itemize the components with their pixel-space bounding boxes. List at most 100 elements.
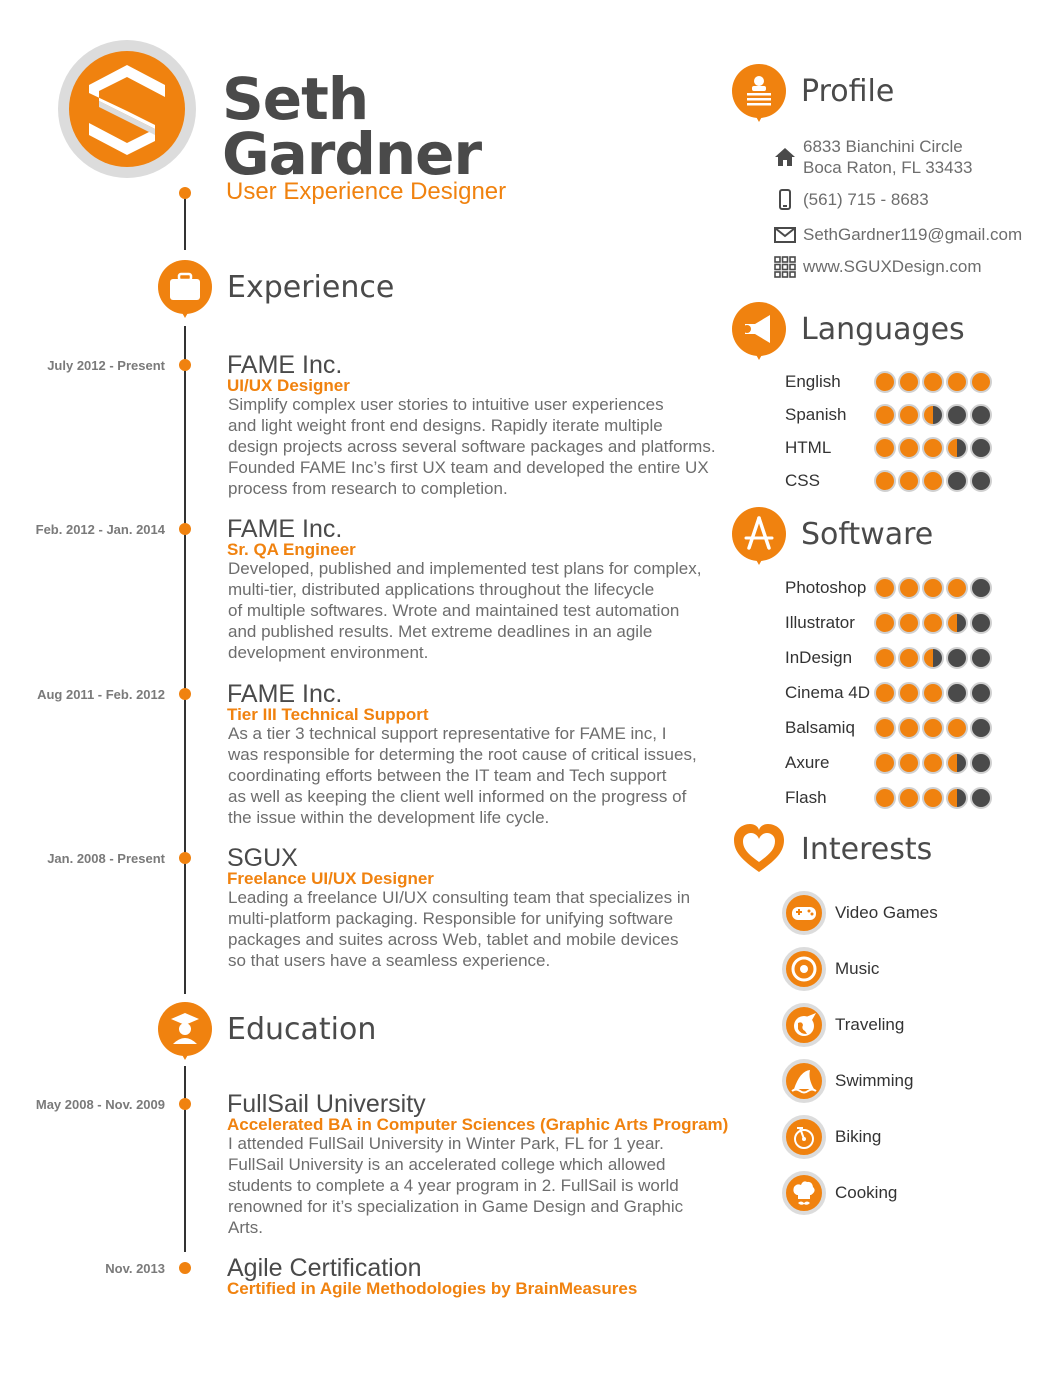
rating-dot — [946, 437, 968, 459]
rating-dot — [874, 612, 896, 634]
job-role: Sr. QA Engineer — [227, 540, 356, 559]
rating-dot — [898, 577, 920, 599]
rating-dot — [970, 647, 992, 669]
language-rating — [874, 371, 992, 393]
edu-degree: Certified in Agile Methodologies by Brai… — [227, 1279, 638, 1298]
rating-dot — [946, 647, 968, 669]
software-rating — [874, 647, 992, 669]
rating-dot — [922, 612, 944, 634]
job-description: As a tier 3 technical support representa… — [228, 724, 697, 827]
job-role: UI/UX Designer — [227, 376, 350, 395]
software-rating — [874, 577, 992, 599]
rating-dot — [874, 371, 896, 393]
rating-dot — [898, 437, 920, 459]
globe-plane-icon — [782, 1003, 826, 1047]
interest-label: Video Games — [835, 903, 938, 922]
job-description: Leading a freelance UI/UX consulting tea… — [228, 888, 691, 970]
phone-icon — [774, 189, 796, 211]
job-company: SGUX — [227, 844, 298, 872]
section-title-experience: Experience — [227, 270, 395, 305]
phone[interactable]: (561) 715 - 8683 — [803, 190, 929, 209]
rating-dot — [922, 752, 944, 774]
rating-dot — [874, 787, 896, 809]
timeline-line — [184, 326, 186, 994]
job-date: Aug 2011 - Feb. 2012 — [37, 687, 165, 702]
job-date: Jan. 2008 - Present — [47, 851, 165, 866]
language-label: CSS — [785, 471, 820, 490]
rating-dot — [922, 717, 944, 739]
rating-dot — [898, 717, 920, 739]
rating-dot — [946, 612, 968, 634]
briefcase-icon — [158, 260, 212, 318]
rating-dot — [922, 647, 944, 669]
timeline-dot — [179, 359, 191, 371]
rating-dot — [970, 577, 992, 599]
home-icon — [774, 146, 796, 168]
software-label: Axure — [785, 753, 830, 772]
rating-dot — [898, 612, 920, 634]
website[interactable]: www.SGUXDesign.com — [803, 257, 982, 276]
rating-dot — [874, 682, 896, 704]
timeline-dot — [179, 523, 191, 535]
job-date: July 2012 - Present — [47, 358, 165, 373]
email[interactable]: SethGardner119@gmail.com — [803, 225, 1023, 244]
language-label: Spanish — [785, 405, 847, 424]
bicycle-icon — [782, 1115, 826, 1159]
rating-dot — [898, 470, 920, 492]
job-role: Freelance UI/UX Designer — [227, 869, 434, 888]
heart-icon — [732, 822, 786, 882]
chef-hat-icon — [782, 1171, 826, 1215]
rating-dot — [874, 470, 896, 492]
timeline-dot — [179, 1262, 191, 1274]
mail-icon — [774, 224, 796, 246]
rating-dot — [970, 717, 992, 739]
rating-dot — [874, 717, 896, 739]
rating-dot — [970, 437, 992, 459]
interest-label: Cooking — [835, 1183, 898, 1202]
rating-dot — [874, 647, 896, 669]
rating-dot — [898, 682, 920, 704]
rating-dot — [970, 404, 992, 426]
rating-dot — [946, 752, 968, 774]
section-title-profile: Profile — [801, 74, 895, 109]
rating-dot — [922, 682, 944, 704]
software-label: Cinema 4D — [785, 683, 871, 702]
software-rating — [874, 682, 992, 704]
software-rating — [874, 612, 992, 634]
edu-school: Agile Certification — [227, 1254, 422, 1282]
section-title-software: Software — [801, 517, 934, 552]
job-description: Developed, published and implemented tes… — [228, 559, 702, 662]
logo-s-icon — [69, 51, 185, 167]
rating-dot — [946, 787, 968, 809]
address: 6833 Bianchini Circle Boca Raton, FL 3343… — [803, 137, 973, 177]
edu-description: I attended FullSail University in Winter… — [228, 1134, 684, 1237]
first-name: Seth — [222, 65, 369, 133]
rating-dot — [898, 752, 920, 774]
timeline-line — [184, 1066, 186, 1252]
software-rating — [874, 787, 992, 809]
software-label: Illustrator — [785, 613, 855, 632]
rating-dot — [946, 717, 968, 739]
language-label: HTML — [785, 438, 832, 457]
timeline-dot — [179, 187, 191, 199]
rating-dot — [970, 682, 992, 704]
app-store-icon — [732, 507, 786, 565]
software-rating — [874, 717, 992, 739]
software-rating — [874, 752, 992, 774]
job-company: FAME Inc. — [227, 680, 343, 708]
rating-dot — [898, 371, 920, 393]
job-company: FAME Inc. — [227, 351, 343, 379]
rating-dot — [970, 371, 992, 393]
software-label: Photoshop — [785, 578, 867, 597]
rating-dot — [898, 404, 920, 426]
rating-dot — [946, 682, 968, 704]
rating-dot — [922, 787, 944, 809]
last-name: Gardner — [222, 120, 482, 188]
language-rating — [874, 470, 992, 492]
edu-school: FullSail University — [227, 1090, 426, 1118]
gamepad-icon — [782, 891, 826, 935]
language-label: English — [785, 372, 841, 391]
software-label: InDesign — [785, 648, 853, 667]
job-title: User Experience Designer — [226, 178, 507, 205]
timeline-dot — [179, 852, 191, 864]
